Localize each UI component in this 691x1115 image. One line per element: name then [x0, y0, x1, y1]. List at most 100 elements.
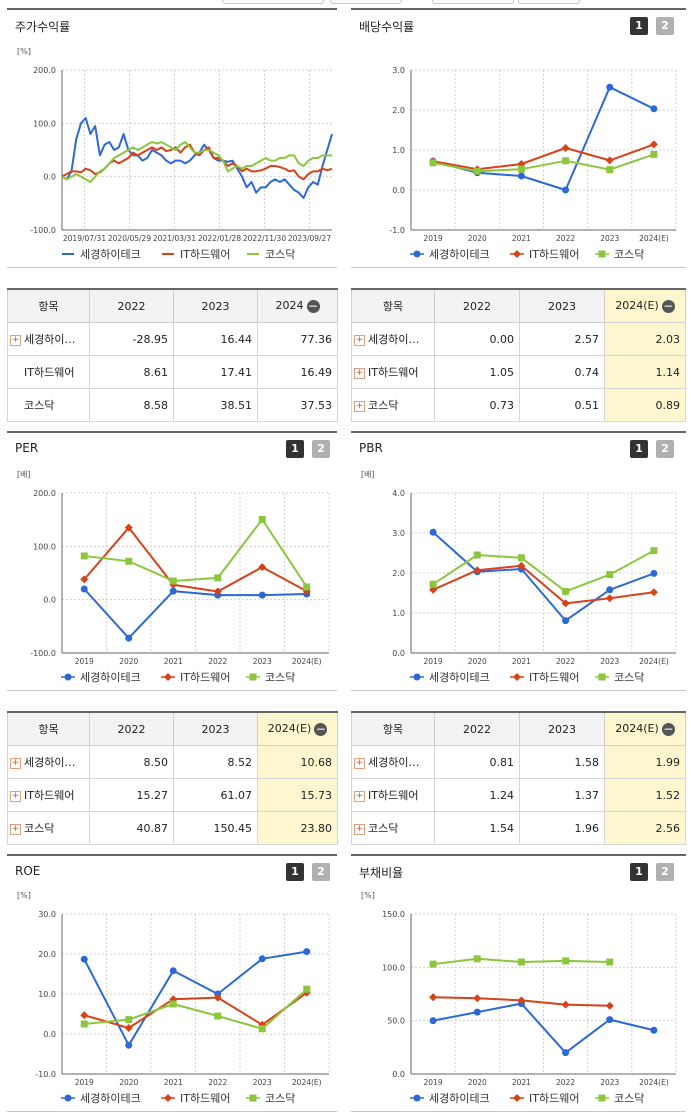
view-2-button[interactable]: 2 — [312, 440, 330, 458]
value-cell: 16.44 — [173, 322, 258, 356]
data-point — [606, 83, 614, 91]
data-point — [80, 1020, 88, 1028]
value-cell: 15.73 — [257, 778, 338, 812]
legend-label: IT하드웨어 — [529, 247, 579, 261]
data-point — [650, 105, 658, 113]
column-header-year: 2024(E) − — [604, 288, 686, 323]
collapse-icon[interactable]: − — [314, 721, 328, 736]
x-tick-label: 2024(E) — [639, 1078, 669, 1087]
expand-plus-icon[interactable]: + — [354, 400, 365, 412]
column-header-year: 2023 — [518, 711, 606, 746]
price-return-table: 항목 2022 2023 2024− + 세경하이… -28.95 16.44 77.36 IT하… — [7, 288, 338, 422]
unit-label: [배] — [17, 470, 31, 479]
legend-circle-icon — [64, 1094, 72, 1102]
y-tick-label: 100.0 — [33, 542, 56, 551]
row-name-cell: + 코스닥 — [351, 811, 435, 845]
row-name-cell: + 세경하이… — [7, 745, 90, 779]
collapse-icon[interactable]: − — [661, 298, 675, 313]
y-tick-label: 0.0 — [43, 596, 56, 605]
data-point — [605, 1001, 614, 1010]
value-cell: 1.14 — [604, 355, 686, 389]
top-tab-strip — [0, 0, 691, 6]
data-point — [473, 1008, 481, 1016]
y-tick-label: 0.0 — [392, 1070, 405, 1079]
x-tick-label: 2019 — [424, 234, 443, 243]
view-1-button[interactable]: 1 — [286, 440, 304, 458]
data-point — [606, 166, 614, 174]
expand-plus-icon[interactable]: + — [354, 367, 365, 379]
top-tab[interactable] — [330, 0, 402, 4]
panel-title: ROE — [15, 864, 41, 878]
header-label: 2022 — [117, 722, 146, 736]
top-tab[interactable] — [518, 0, 580, 4]
x-tick-label: 2020 — [119, 657, 138, 666]
expand-plus-icon[interactable]: + — [354, 334, 365, 346]
table-row: 코스닥 8.58 38.51 37.53 — [7, 388, 338, 422]
data-point — [429, 960, 437, 968]
top-tab[interactable] — [222, 0, 324, 4]
x-tick-label: 2022 — [556, 657, 575, 666]
y-tick-label: 150.0 — [382, 910, 405, 919]
value-cell: 2.57 — [518, 322, 606, 356]
view-2-button[interactable]: 2 — [312, 863, 330, 881]
data-point — [169, 1000, 177, 1008]
y-tick-label: 3.0 — [392, 66, 405, 75]
dividend-yield-panel: 배당수익률 1 2 3.0 2.0 1.0 0.0 -1.0 2019 2020 2021 20… — [351, 8, 686, 268]
y-tick-label: 0.0 — [43, 1030, 56, 1039]
view-2-button[interactable]: 2 — [656, 863, 674, 881]
table-row: IT하드웨어 8.61 17.41 16.49 — [7, 355, 338, 389]
header-label: 항목 — [382, 723, 404, 736]
collapse-icon[interactable]: − — [661, 721, 675, 736]
expand-plus-icon[interactable]: + — [354, 823, 365, 835]
value-cell: 1.52 — [604, 778, 686, 812]
table-row: + 세경하이… -28.95 16.44 77.36 — [7, 322, 338, 356]
column-header-year: 2022 — [89, 711, 174, 746]
data-point — [562, 587, 570, 595]
legend-square-icon — [598, 673, 606, 681]
y-tick-label: 200.0 — [33, 489, 56, 498]
value-cell: 15.27 — [89, 778, 174, 812]
data-point — [258, 591, 266, 599]
x-tick-label: 2022/01/28 — [198, 234, 241, 243]
series-line-2 — [83, 991, 308, 1029]
data-point — [125, 557, 133, 565]
value-cell: 17.41 — [173, 355, 258, 389]
view-1-button[interactable]: 1 — [630, 440, 648, 458]
data-point — [302, 988, 311, 997]
view-2-button[interactable]: 2 — [656, 440, 674, 458]
series-line-1 — [61, 117, 333, 199]
x-tick-label: 2023/09/27 — [288, 234, 331, 243]
header-label: 2023 — [201, 299, 230, 313]
collapse-icon[interactable]: − — [306, 298, 320, 313]
x-tick-label: 2023 — [600, 1078, 619, 1087]
legend-square-icon — [249, 1094, 257, 1102]
view-2-button[interactable]: 2 — [656, 17, 674, 35]
top-tab[interactable] — [432, 0, 514, 4]
view-1-button[interactable]: 1 — [286, 863, 304, 881]
data-point — [258, 563, 267, 572]
view-1-button[interactable]: 1 — [630, 17, 648, 35]
expand-plus-icon[interactable]: + — [354, 790, 365, 802]
x-tick-label: 2019 — [75, 1078, 94, 1087]
data-point — [169, 967, 177, 975]
data-point — [517, 561, 526, 570]
expand-plus-icon[interactable]: + — [10, 757, 21, 769]
unit-label: [%] — [17, 891, 31, 900]
column-header-item: 항목 — [351, 288, 435, 323]
table-row: + 세경하이… 0.81 1.58 1.99 — [351, 745, 686, 779]
x-tick-label: 2022 — [208, 1078, 227, 1087]
view-1-button[interactable]: 1 — [630, 863, 648, 881]
legend-label: 세경하이테크 — [429, 670, 490, 684]
expand-plus-icon[interactable]: + — [10, 823, 21, 835]
value-cell: 0.81 — [433, 745, 521, 779]
expand-plus-icon[interactable]: + — [10, 790, 21, 802]
expand-plus-icon[interactable]: + — [10, 334, 21, 346]
data-point — [214, 1012, 222, 1020]
data-point — [169, 587, 177, 595]
legend-diamond-icon — [513, 250, 521, 258]
panel-title: PER — [15, 441, 39, 455]
x-tick-label: 2019/07/31 — [63, 234, 106, 243]
expand-plus-icon[interactable]: + — [354, 757, 365, 769]
row-name-cell: + 세경하이… — [351, 322, 435, 356]
value-cell: 77.36 — [257, 322, 338, 356]
